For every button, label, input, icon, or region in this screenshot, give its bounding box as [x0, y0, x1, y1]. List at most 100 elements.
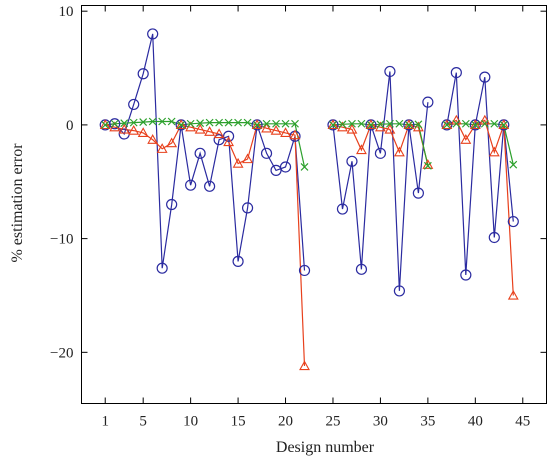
data-point-x [101, 120, 110, 129]
data-point-triangle [299, 360, 310, 371]
data-point-circle [137, 68, 149, 80]
data-point-triangle [251, 119, 263, 130]
series-line [105, 124, 306, 367]
data-point-circle [298, 264, 311, 277]
series-line [332, 71, 429, 291]
data-point-triangle [507, 289, 519, 300]
data-point-circle [204, 180, 216, 192]
data-point-circle [166, 198, 178, 211]
data-point-triangle [156, 143, 168, 153]
y-tick-label: 0 [66, 118, 74, 134]
series-3-markers [101, 117, 518, 171]
series-3 [105, 120, 514, 168]
data-point-triangle [194, 123, 206, 134]
series-line [446, 72, 514, 276]
data-point-triangle [232, 157, 244, 168]
data-point-triangle [460, 134, 472, 144]
series-layer [99, 28, 519, 371]
data-point-x [291, 119, 299, 128]
data-point-circle [185, 179, 197, 191]
data-point-x [357, 119, 366, 128]
x-tick-label: 40 [468, 414, 483, 430]
data-point-triangle [223, 136, 235, 147]
data-point-triangle [469, 119, 481, 130]
data-point-x [272, 119, 280, 128]
data-point-x [499, 120, 508, 129]
y-tick-label: 10 [59, 4, 74, 20]
data-point-triangle [365, 119, 377, 130]
data-point-triangle [204, 126, 216, 136]
data-point-x [414, 120, 423, 129]
data-point-x [215, 118, 224, 127]
x-tick-label: 45 [515, 414, 530, 430]
series-line [105, 120, 306, 168]
data-point-triangle [118, 123, 130, 134]
data-point-x [120, 119, 129, 128]
data-point-circle [232, 255, 244, 267]
data-point-triangle [213, 128, 225, 139]
y-axis-title: % estimation error [9, 143, 26, 263]
data-point-x [148, 117, 157, 126]
data-point-circle [507, 215, 519, 228]
data-point-x [385, 119, 394, 128]
data-point-x [158, 117, 167, 126]
data-point-x [395, 119, 404, 128]
data-point-x [196, 119, 205, 128]
data-point-x [461, 119, 470, 128]
data-point-x [186, 119, 195, 128]
y-tick-label: −20 [50, 345, 73, 361]
data-point-x [224, 118, 233, 127]
series-line [105, 33, 306, 271]
series-2-markers [99, 114, 519, 371]
data-point-triangle [270, 124, 282, 135]
data-point-triangle [280, 127, 291, 138]
x-tick-label: 25 [325, 414, 340, 430]
data-point-circle [336, 203, 349, 215]
data-point-circle [128, 98, 140, 111]
data-point-x [262, 119, 271, 128]
data-point-triangle [327, 119, 339, 130]
data-point-x [300, 163, 309, 171]
data-point-x [452, 119, 461, 128]
data-point-circle [222, 130, 235, 142]
data-point-triangle [393, 146, 405, 157]
plot-frame [81, 5, 547, 404]
data-point-circle [422, 96, 434, 108]
data-point-x [338, 120, 347, 129]
y-tick-label: −10 [50, 232, 73, 248]
data-point-x [329, 120, 337, 129]
data-point-x [243, 118, 252, 127]
data-point-x [110, 119, 119, 128]
data-point-circle [147, 28, 159, 40]
data-point-triangle [498, 119, 510, 130]
data-point-circle [450, 66, 462, 79]
data-point-triangle [346, 123, 358, 134]
x-tick-label: 5 [139, 414, 147, 430]
data-point-x [177, 120, 186, 129]
series-1-markers [99, 28, 519, 297]
data-point-triangle [175, 119, 187, 130]
data-point-x [471, 120, 480, 129]
data-point-circle [241, 202, 254, 214]
x-tick-label: 35 [420, 414, 435, 430]
data-point-x [234, 118, 243, 127]
data-point-triangle [356, 144, 367, 155]
data-point-x [367, 120, 375, 129]
data-point-circle [412, 187, 424, 199]
data-point-circle [488, 231, 500, 244]
series-line [446, 119, 514, 296]
data-point-x [423, 161, 432, 170]
data-point-x [281, 119, 290, 128]
data-point-circle [270, 164, 282, 176]
data-point-triangle [289, 129, 301, 140]
x-tick-label: 1 [101, 414, 109, 430]
data-point-x [509, 160, 518, 169]
data-point-circle [393, 285, 406, 297]
data-point-x [348, 119, 356, 128]
data-point-x [442, 120, 451, 129]
data-point-x [205, 118, 214, 127]
data-point-circle [355, 263, 368, 275]
data-point-triangle [166, 137, 178, 148]
